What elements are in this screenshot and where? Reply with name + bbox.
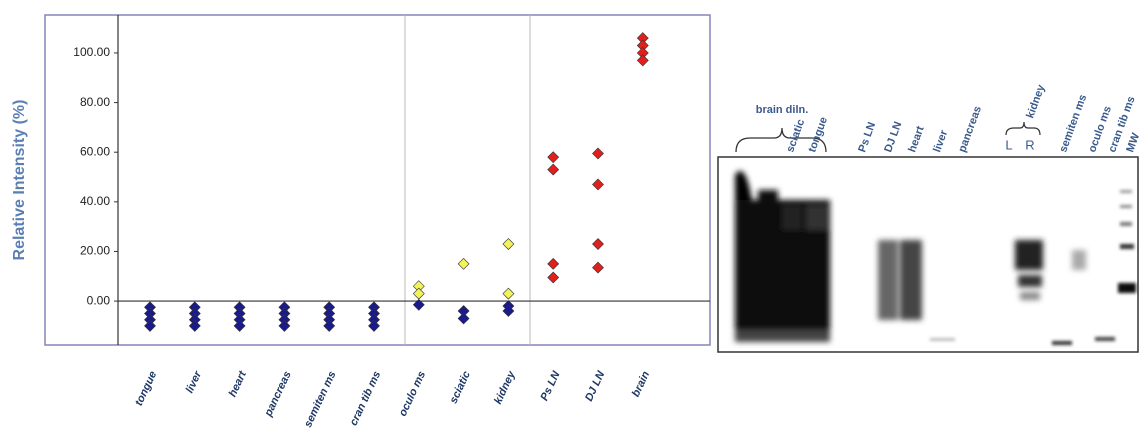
x-tick-label: DJ LN [583,368,608,403]
y-tick-label: 0.00 [87,293,111,307]
x-tick-label: cran tib ms [348,369,384,427]
y-tick-label: 20.00 [80,244,110,258]
x-tick-label: pancreas [262,369,294,419]
x-tick-label: heart [227,368,250,399]
lane-label: heart [906,124,927,154]
lane-label: liver [931,128,950,154]
lane-label: DJ LN [882,120,904,154]
y-axis-label: Relative Intensity (%) [11,100,28,261]
x-tick-label: oculo ms [397,369,428,418]
y-tick-label: 40.00 [80,194,110,208]
x-tick-label: Ps LN [538,368,562,402]
x-tick-label: tongue [133,369,159,407]
lane-label: pancreas [956,105,984,155]
x-tick-label: sciatic [448,369,473,405]
figure: Relative Intensity (%) [0,0,1140,436]
lane-label: Ps LN [856,121,878,154]
lane-label: tongue [806,115,830,154]
lane-label: MW [1124,131,1140,154]
x-tick-label: brain [630,369,652,399]
lane-label: semiten ms [1057,93,1089,154]
x-tick-label: semiten ms [302,369,338,429]
y-tick-label: 80.00 [80,95,110,109]
blot-image [718,122,1138,352]
blot-group-label: brain diln. [756,104,809,116]
kidney-lane-label: R [1025,137,1034,152]
x-tick-label: kidney [492,369,518,406]
kidney-label: kidney [1024,82,1047,120]
x-tick-label: liver [184,369,205,395]
lane-label: sciatic [784,118,807,154]
plot-frame [45,15,710,345]
kidney-lane-label: L [1005,137,1012,152]
y-tick-label: 100.00 [73,45,110,59]
y-tick-label: 60.00 [80,144,110,158]
